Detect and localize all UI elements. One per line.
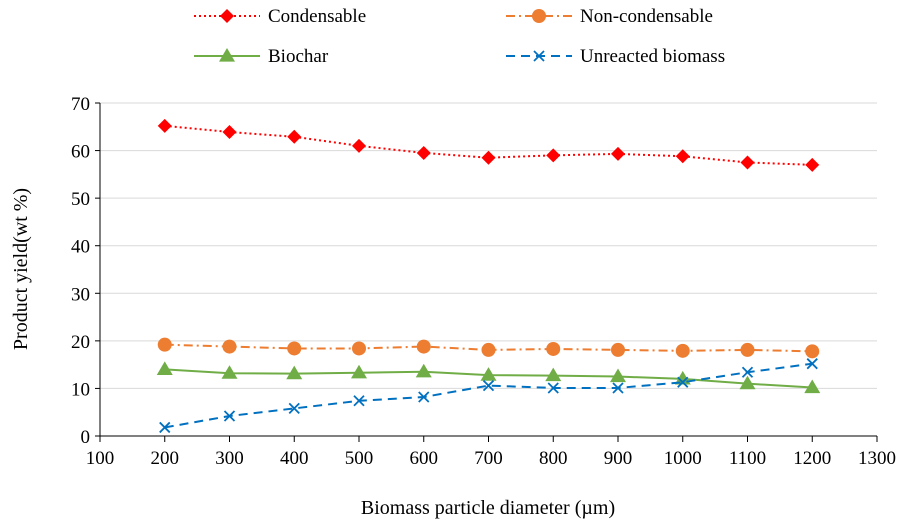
data-point <box>675 343 690 358</box>
data-point <box>545 367 562 382</box>
legend-entry: Condensable <box>194 6 366 27</box>
x-tick-label: 1000 <box>664 448 702 469</box>
data-point <box>352 138 366 153</box>
legend: Condensable Non-condensable Biochar Unreact… <box>194 6 725 67</box>
x-axis-title: Biomass particle diameter (µm) <box>361 497 615 519</box>
legend-label: Condensable <box>268 6 366 27</box>
data-point <box>677 376 689 388</box>
data-point <box>610 368 626 383</box>
data-point <box>675 149 690 164</box>
x-tick-label: 500 <box>345 448 374 469</box>
legend-entry: Non-condensable <box>506 6 713 27</box>
data-point <box>353 395 365 407</box>
series-biochar <box>156 361 821 394</box>
y-tick-label: 40 <box>71 237 90 258</box>
x-tick-label: 100 <box>86 448 115 469</box>
series-unreacted-biomass <box>159 358 818 434</box>
data-point <box>352 341 366 356</box>
x-tick-label: 800 <box>539 448 568 469</box>
legend-label: Unreacted biomass <box>580 46 725 67</box>
data-point <box>287 341 302 356</box>
y-tick-label: 50 <box>71 189 90 210</box>
data-point <box>481 342 496 357</box>
data-point <box>612 382 624 394</box>
data-point <box>156 361 173 375</box>
data-point <box>418 391 430 403</box>
x-tick-label: 600 <box>410 448 439 469</box>
legend-entry: Unreacted biomass <box>506 46 725 67</box>
data-point <box>482 379 495 392</box>
series-line <box>164 362 813 429</box>
data-point <box>416 339 431 354</box>
data-point <box>547 382 559 394</box>
data-point <box>288 402 300 415</box>
x-tick-label: 900 <box>604 448 633 469</box>
y-tick-label: 10 <box>71 379 90 400</box>
data-point <box>157 118 172 133</box>
legend-entry: Biochar <box>194 46 329 67</box>
y-tick-label: 70 <box>71 94 90 115</box>
series-condensable <box>157 118 820 172</box>
data-point <box>546 148 561 163</box>
legend-marker <box>220 9 234 23</box>
data-point <box>286 365 303 380</box>
data-point <box>740 342 755 357</box>
data-point <box>805 157 820 172</box>
x-tick-label: 400 <box>280 448 309 469</box>
data-point <box>546 341 561 356</box>
data-point <box>159 421 171 434</box>
data-point <box>351 364 367 379</box>
data-point <box>222 125 237 140</box>
data-point <box>804 379 821 394</box>
data-point <box>741 366 754 378</box>
legend-label: Non-condensable <box>580 6 713 27</box>
data-point <box>157 337 172 352</box>
data-point <box>481 150 496 165</box>
y-tick-label: 30 <box>71 284 90 305</box>
data-point <box>805 344 820 359</box>
data-point <box>416 145 431 160</box>
data-point <box>223 410 236 422</box>
series-non-condensable <box>157 337 820 359</box>
axes: 0 10 20 30 40 50 60 70 100 200 300 400 500 600 700 800 9… <box>71 94 896 469</box>
y-axis-title: Product yield(wt %) <box>10 188 32 350</box>
legend-label: Biochar <box>268 46 329 67</box>
data-point <box>806 358 818 370</box>
data-point <box>222 339 237 354</box>
y-tick-label: 20 <box>71 332 90 353</box>
y-tick-label: 60 <box>71 142 90 163</box>
x-tick-label: 200 <box>151 448 180 469</box>
data-point <box>287 129 302 144</box>
x-tick-label: 1100 <box>729 448 766 469</box>
legend-marker <box>219 48 235 62</box>
data-point <box>611 146 625 161</box>
data-point <box>221 365 238 379</box>
x-tick-label: 300 <box>215 448 244 469</box>
data-point <box>611 342 625 357</box>
y-tick-label: 0 <box>81 427 91 448</box>
series-layer <box>156 118 821 434</box>
legend-marker <box>532 9 546 23</box>
x-tick-label: 1200 <box>793 448 831 469</box>
data-point <box>740 155 755 170</box>
data-point <box>415 363 432 378</box>
x-tick-label: 1300 <box>858 448 896 469</box>
x-tick-label: 700 <box>474 448 503 469</box>
data-point <box>480 367 497 381</box>
data-point <box>739 375 756 390</box>
legend-marker <box>533 50 545 62</box>
